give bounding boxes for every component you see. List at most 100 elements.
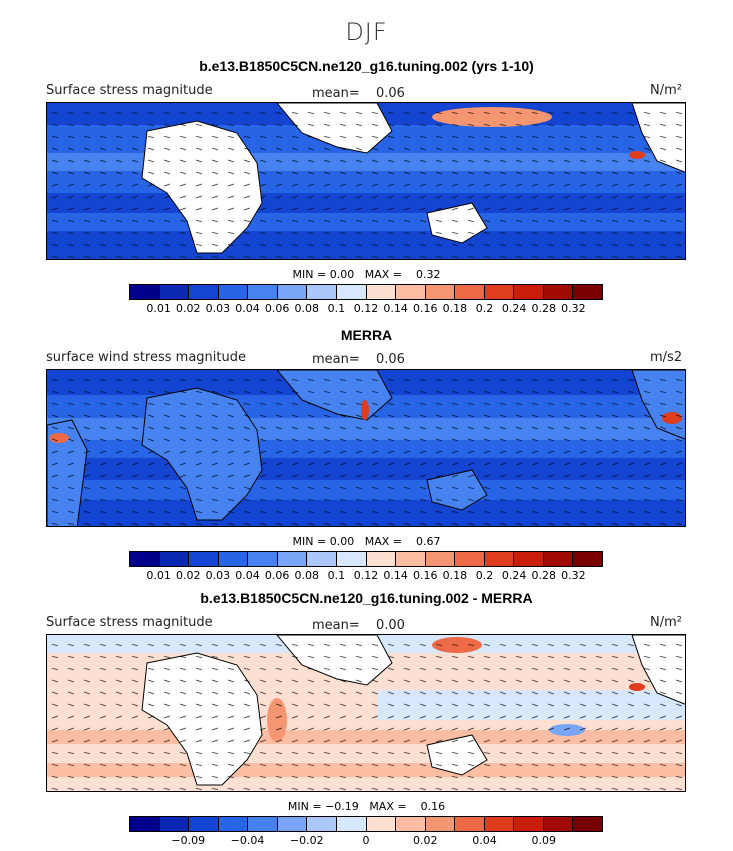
stress-vector bbox=[179, 656, 187, 658]
stress-vector bbox=[52, 739, 58, 743]
stress-vector bbox=[579, 523, 587, 525]
stress-vector bbox=[660, 207, 666, 211]
stress-vector bbox=[435, 523, 443, 525]
panel-3-variable-label: Surface stress magnitude bbox=[46, 615, 213, 630]
panel-3-band-pacific bbox=[377, 690, 685, 720]
stress-vector bbox=[484, 438, 490, 442]
stress-vector bbox=[291, 499, 299, 501]
panel-1-min-value: 0.00 bbox=[329, 268, 355, 281]
panel-2-central-america-max bbox=[662, 412, 682, 424]
stress-vector bbox=[100, 450, 106, 454]
panel-3-band-south-1 bbox=[47, 730, 685, 744]
stress-vector bbox=[147, 244, 155, 246]
stress-vector bbox=[388, 147, 394, 151]
stress-vector bbox=[660, 183, 666, 187]
stress-vector bbox=[451, 220, 459, 222]
stress-vector bbox=[564, 474, 570, 478]
stress-vector bbox=[131, 523, 139, 525]
stress-vector bbox=[196, 426, 202, 430]
stress-vector bbox=[387, 776, 395, 778]
stress-vector bbox=[628, 679, 634, 683]
stress-vector bbox=[484, 727, 490, 731]
stress-vector bbox=[339, 788, 347, 790]
stress-vector bbox=[499, 244, 507, 246]
stress-vector bbox=[451, 112, 459, 114]
stress-vector bbox=[227, 379, 235, 381]
colorbar-swatch bbox=[455, 285, 485, 299]
colorbar-tick-label: 0.01 bbox=[146, 302, 171, 315]
stress-vector bbox=[339, 499, 347, 501]
stress-vector bbox=[628, 426, 634, 430]
stress-vector bbox=[452, 715, 458, 719]
stress-vector bbox=[563, 403, 571, 405]
stress-vector bbox=[260, 147, 266, 151]
stress-vector bbox=[516, 171, 522, 175]
stress-vector bbox=[243, 403, 251, 405]
stress-vector bbox=[84, 474, 90, 478]
stress-vector bbox=[195, 752, 203, 754]
colorbar-tick-label: 0.12 bbox=[353, 569, 379, 582]
stress-vector bbox=[419, 256, 427, 258]
stress-vector bbox=[51, 124, 59, 126]
stress-vector bbox=[180, 703, 186, 707]
stress-vector bbox=[355, 124, 363, 126]
stress-vector bbox=[84, 462, 90, 466]
stress-vector bbox=[163, 499, 171, 501]
stress-vector bbox=[435, 752, 443, 754]
stress-vector bbox=[643, 124, 651, 126]
stress-vector bbox=[468, 183, 474, 187]
stress-vector bbox=[260, 727, 266, 731]
stress-vector bbox=[435, 499, 443, 501]
panel-3-min-value: −0.19 bbox=[325, 800, 359, 813]
stress-vector bbox=[324, 727, 330, 731]
stress-vector bbox=[275, 244, 283, 246]
stress-vector bbox=[180, 450, 186, 454]
stress-vector bbox=[115, 668, 123, 670]
stress-vector bbox=[387, 379, 395, 381]
stress-vector bbox=[324, 474, 330, 478]
stress-vector bbox=[372, 450, 378, 454]
stress-vector bbox=[131, 232, 139, 234]
stress-vector bbox=[564, 426, 570, 430]
stress-vector bbox=[212, 474, 218, 478]
stress-vector bbox=[483, 256, 491, 258]
stress-vector bbox=[515, 391, 523, 393]
stress-vector bbox=[260, 426, 266, 430]
colorbar-swatch bbox=[455, 552, 485, 566]
panel-2-unit: m/s2 bbox=[650, 350, 683, 365]
stress-vector bbox=[132, 474, 138, 478]
stress-vector bbox=[516, 195, 522, 199]
stress-vector bbox=[115, 379, 123, 381]
stress-vector bbox=[451, 499, 459, 501]
stress-vector bbox=[371, 499, 379, 501]
stress-vector bbox=[100, 207, 106, 211]
stress-vector bbox=[500, 739, 506, 743]
stress-vector bbox=[292, 679, 298, 683]
stress-vector bbox=[515, 379, 523, 381]
stress-vector bbox=[323, 511, 331, 513]
stress-vector bbox=[355, 523, 363, 525]
colorbar-tick-label: −0.02 bbox=[289, 834, 324, 847]
stress-vector bbox=[148, 679, 154, 683]
stress-vector bbox=[515, 487, 523, 489]
stress-vector bbox=[340, 727, 346, 731]
stress-vector bbox=[404, 727, 410, 731]
stress-vector bbox=[419, 764, 427, 766]
stress-vector bbox=[179, 764, 187, 766]
stress-vector bbox=[483, 112, 491, 114]
stress-vector bbox=[467, 788, 475, 790]
stress-vector bbox=[179, 403, 187, 405]
stress-vector bbox=[308, 414, 314, 418]
stress-vector bbox=[132, 703, 138, 707]
stress-vector bbox=[468, 703, 474, 707]
stress-vector bbox=[292, 159, 298, 163]
stress-vector bbox=[595, 244, 603, 246]
stress-vector bbox=[324, 414, 330, 418]
stress-vector bbox=[595, 764, 603, 766]
stress-vector bbox=[275, 644, 283, 646]
colorbar-swatch bbox=[130, 285, 160, 299]
stress-vector bbox=[467, 752, 475, 754]
stress-vector bbox=[420, 450, 426, 454]
stress-vector bbox=[627, 487, 635, 489]
stress-vector bbox=[420, 147, 426, 151]
